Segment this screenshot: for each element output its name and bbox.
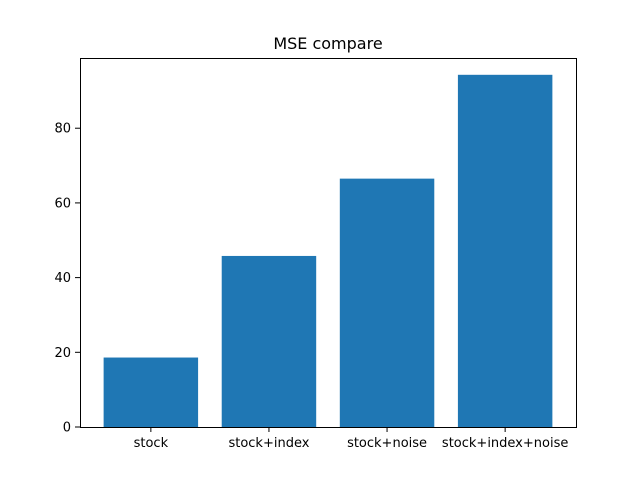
bars-group [103, 74, 553, 428]
bar-stock-index [221, 255, 317, 427]
y-tick-label: 40 [54, 271, 71, 286]
y-tick-label: 0 [63, 421, 71, 436]
y-tick-label: 80 [54, 122, 71, 137]
chart-title: MSE compare [273, 34, 382, 53]
y-axis: 0 20 40 60 80 [54, 122, 80, 436]
bar-stock-index-noise [457, 74, 553, 428]
x-tick-label: stock [134, 436, 169, 451]
x-tick-label: stock+index+noise [442, 436, 568, 451]
x-axis: stock stock+index stock+noise stock+index+n… [134, 427, 568, 451]
bar-stock [103, 357, 199, 427]
bar-stock-noise [339, 178, 435, 427]
plot-frame [80, 58, 577, 428]
x-tick-label: stock+noise [347, 436, 427, 451]
y-tick-label: 60 [54, 196, 71, 211]
y-tick-label: 20 [54, 346, 71, 361]
x-tick-label: stock+index [228, 436, 309, 451]
